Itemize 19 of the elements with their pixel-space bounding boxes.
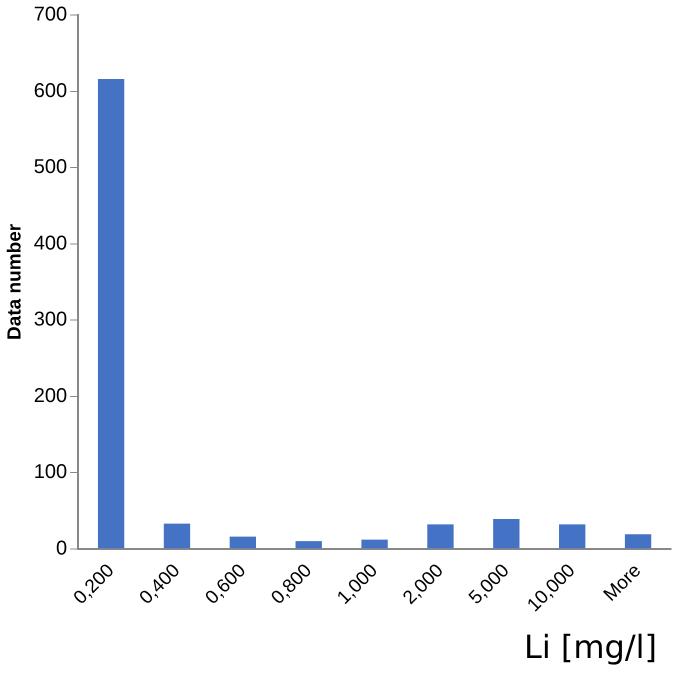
bar [624,534,652,548]
y-axis-title: Data number [4,223,26,340]
bar [296,541,322,548]
y-tick-label: 400 [34,232,68,254]
bar [559,524,586,548]
bar [493,519,520,548]
bar [230,536,256,548]
y-tick-label: 100 [34,461,68,484]
y-tick-label: 200 [34,384,68,407]
y-tick-label: 700 [34,4,68,26]
x-axis-title: Li [mg/l] [524,628,657,666]
bar [164,524,190,548]
y-tick-label: 0 [56,537,68,560]
bar [98,79,124,548]
bar [361,540,388,548]
y-tick-label: 300 [34,308,68,331]
bar [427,524,454,548]
y-tick-label: 600 [34,80,68,102]
y-tick-label: 500 [34,156,68,178]
